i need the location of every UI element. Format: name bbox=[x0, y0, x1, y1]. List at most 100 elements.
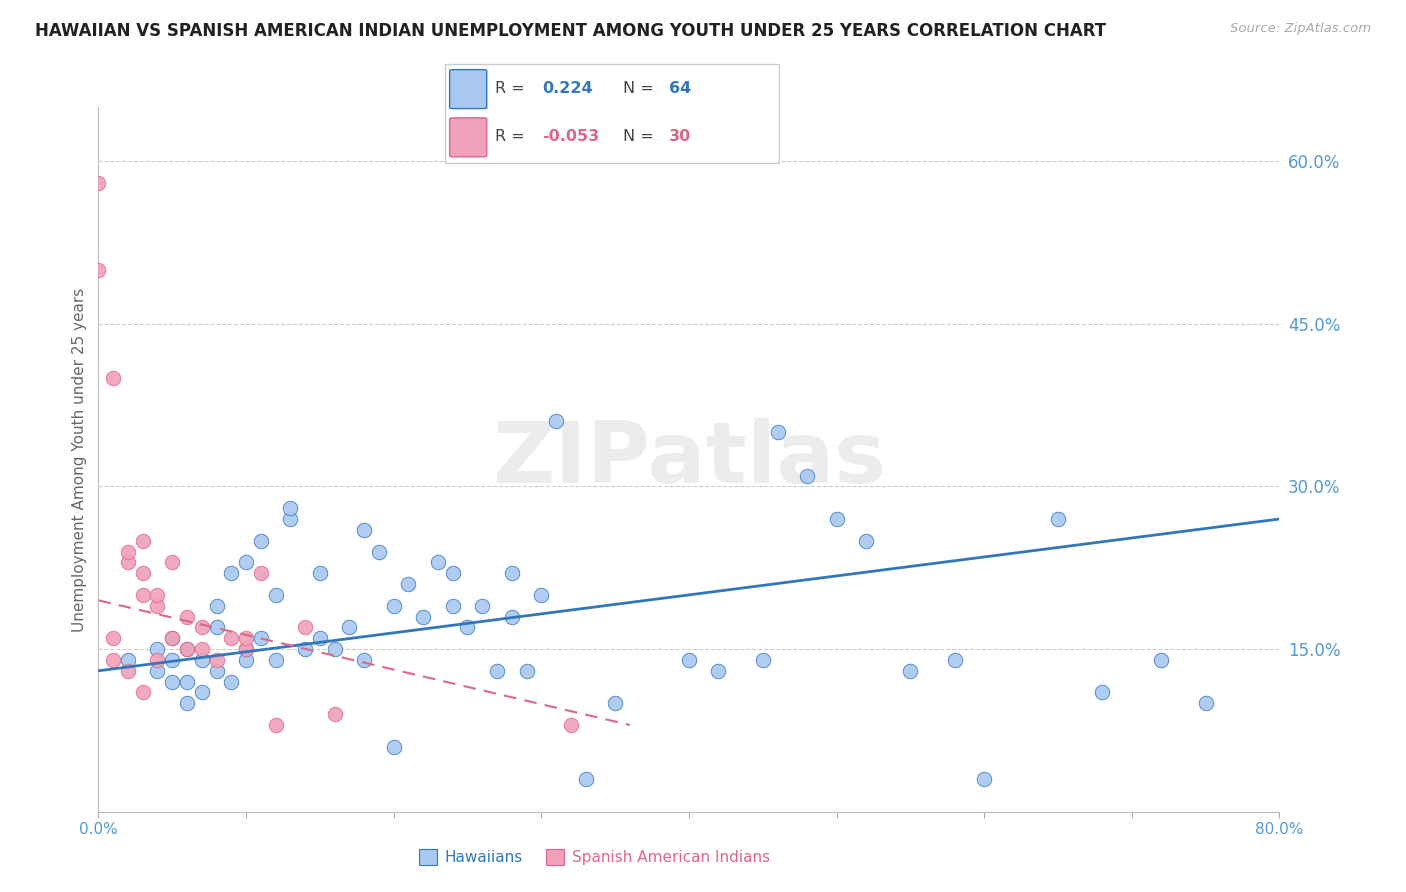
Point bbox=[162, 653, 183, 667]
Point bbox=[103, 632, 125, 646]
Point bbox=[471, 599, 494, 613]
Point bbox=[412, 609, 434, 624]
Y-axis label: Unemployment Among Youth under 25 years: Unemployment Among Youth under 25 years bbox=[72, 287, 87, 632]
Text: N =: N = bbox=[623, 129, 654, 145]
Point bbox=[176, 642, 198, 657]
Point bbox=[221, 674, 243, 689]
Point bbox=[1046, 512, 1070, 526]
Point bbox=[87, 262, 110, 277]
Point bbox=[546, 414, 568, 428]
Point bbox=[427, 555, 450, 569]
Point bbox=[707, 664, 730, 678]
Point bbox=[323, 642, 346, 657]
Point bbox=[235, 555, 257, 569]
Point bbox=[191, 653, 214, 667]
Point bbox=[752, 653, 775, 667]
Point bbox=[1091, 685, 1114, 699]
Point bbox=[900, 664, 922, 678]
Point bbox=[264, 653, 287, 667]
Point bbox=[441, 566, 464, 581]
Point bbox=[103, 371, 125, 385]
Point bbox=[191, 685, 214, 699]
Point bbox=[441, 599, 464, 613]
FancyBboxPatch shape bbox=[450, 118, 486, 157]
Point bbox=[353, 653, 375, 667]
Point bbox=[678, 653, 700, 667]
Point bbox=[309, 566, 332, 581]
Point bbox=[162, 674, 183, 689]
Point bbox=[796, 468, 818, 483]
Point bbox=[486, 664, 509, 678]
Point bbox=[103, 653, 125, 667]
Point bbox=[516, 664, 538, 678]
Point bbox=[766, 425, 789, 440]
Text: N =: N = bbox=[623, 81, 654, 96]
Text: ZIPatlas: ZIPatlas bbox=[492, 417, 886, 501]
Point bbox=[368, 544, 391, 558]
Point bbox=[250, 566, 273, 581]
Point bbox=[117, 664, 139, 678]
Point bbox=[87, 176, 110, 190]
FancyBboxPatch shape bbox=[450, 70, 486, 109]
Point bbox=[264, 588, 287, 602]
Point bbox=[973, 772, 995, 787]
Point bbox=[575, 772, 598, 787]
Point bbox=[205, 664, 228, 678]
Point bbox=[560, 718, 582, 732]
Point bbox=[117, 544, 139, 558]
Point bbox=[323, 707, 346, 722]
Point bbox=[117, 555, 139, 569]
Point bbox=[205, 653, 228, 667]
Point bbox=[339, 620, 361, 634]
Point bbox=[235, 653, 257, 667]
Point bbox=[205, 599, 228, 613]
Point bbox=[382, 739, 405, 754]
Point bbox=[943, 653, 966, 667]
Point bbox=[146, 599, 169, 613]
Point bbox=[221, 566, 243, 581]
Point bbox=[1195, 696, 1218, 710]
Legend: Hawaiians, Spanish American Indians: Hawaiians, Spanish American Indians bbox=[413, 843, 776, 871]
Point bbox=[855, 533, 877, 548]
Point bbox=[132, 566, 155, 581]
Point bbox=[501, 566, 523, 581]
Point bbox=[235, 642, 257, 657]
Point bbox=[825, 512, 848, 526]
Point bbox=[250, 632, 273, 646]
Text: 30: 30 bbox=[669, 129, 692, 145]
Point bbox=[176, 609, 198, 624]
Point bbox=[1150, 653, 1173, 667]
Point bbox=[605, 696, 627, 710]
Point bbox=[294, 620, 316, 634]
Point bbox=[146, 642, 169, 657]
Point bbox=[221, 632, 243, 646]
Text: HAWAIIAN VS SPANISH AMERICAN INDIAN UNEMPLOYMENT AMONG YOUTH UNDER 25 YEARS CORR: HAWAIIAN VS SPANISH AMERICAN INDIAN UNEM… bbox=[35, 22, 1107, 40]
Point bbox=[162, 555, 183, 569]
Point bbox=[176, 674, 198, 689]
Point bbox=[264, 718, 287, 732]
Text: -0.053: -0.053 bbox=[543, 129, 600, 145]
Text: R =: R = bbox=[495, 129, 524, 145]
Text: R =: R = bbox=[495, 81, 524, 96]
Point bbox=[250, 533, 273, 548]
Point bbox=[294, 642, 316, 657]
Point bbox=[309, 632, 332, 646]
Point bbox=[501, 609, 523, 624]
Text: 0.224: 0.224 bbox=[543, 81, 593, 96]
Point bbox=[457, 620, 479, 634]
Point bbox=[205, 620, 228, 634]
Point bbox=[530, 588, 553, 602]
Point bbox=[146, 653, 169, 667]
Point bbox=[117, 653, 139, 667]
Point bbox=[382, 599, 405, 613]
Point bbox=[176, 696, 198, 710]
Point bbox=[398, 577, 420, 591]
Point bbox=[235, 632, 257, 646]
Point bbox=[132, 588, 155, 602]
Point bbox=[162, 632, 183, 646]
Point bbox=[162, 632, 183, 646]
Point bbox=[176, 642, 198, 657]
Text: 64: 64 bbox=[669, 81, 692, 96]
Point bbox=[146, 664, 169, 678]
Point bbox=[191, 642, 214, 657]
